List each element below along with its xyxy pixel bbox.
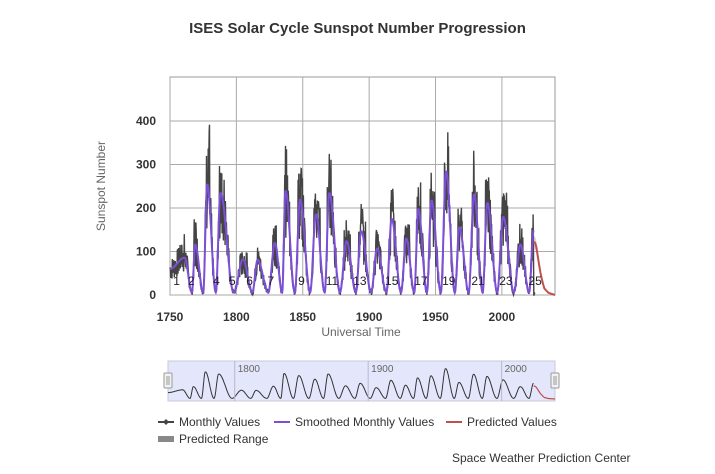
credit-text: Space Weather Prediction Center — [452, 451, 631, 465]
cycle-number-label: 7 — [268, 274, 275, 288]
handle-body — [550, 372, 560, 389]
cycle-number-label: 2 — [188, 274, 195, 288]
cycle-number-label: 17 — [414, 274, 428, 288]
x-tick-label: 2000 — [489, 310, 516, 324]
chart-title: ISES Solar Cycle Sunspot Number Progress… — [189, 20, 526, 37]
x-tick-label: 1950 — [422, 310, 449, 324]
cycle-number-label: 19 — [442, 274, 456, 288]
predicted-range-band — [533, 235, 555, 295]
cycle-number-label: 1 — [173, 274, 180, 288]
navigator-tick-label: 2000 — [505, 364, 528, 375]
navigator-predicted-line — [533, 385, 556, 400]
navigator-tick-label: 1900 — [371, 364, 394, 375]
cycle-number-label: 15 — [385, 274, 399, 288]
cycle-number-label: 5 — [229, 274, 236, 288]
cycle-labels: 1 2 4 5 6 7 9 11 13 15 17 19 21 23 25 — [173, 274, 542, 288]
x-tick-label: 1800 — [223, 310, 250, 324]
legend-smoothed[interactable]: Smoothed Monthly Values — [274, 415, 434, 429]
legend-predicted[interactable]: Predicted Values — [446, 415, 557, 429]
cycle-number-label: 21 — [471, 274, 485, 288]
y-tick-label: 200 — [136, 201, 156, 215]
y-tick-label: 100 — [136, 245, 156, 259]
cycle-number-label: 9 — [298, 274, 305, 288]
smoothed-values-line — [169, 170, 535, 295]
y-tick-label: 0 — [149, 288, 156, 302]
cycle-number-label: 4 — [213, 274, 220, 288]
navigator-tick-label: 1800 — [238, 364, 261, 375]
legend-monthly-swatch — [158, 415, 174, 429]
legend-range-swatch — [158, 432, 174, 446]
x-axis-label: Universal Time — [321, 325, 401, 339]
axis-ticks: 1750 1800 1850 1900 1950 2000 0 100 200 300 400 — [136, 114, 516, 324]
navigator-background — [167, 360, 556, 402]
cycle-number-label: 25 — [528, 274, 542, 288]
navigator-right-handle[interactable] — [550, 372, 560, 389]
range-navigator[interactable]: 1800 1900 2000 — [163, 360, 560, 402]
cycle-number-label: 13 — [353, 274, 367, 288]
plot-frame — [169, 76, 556, 296]
legend-range[interactable]: Predicted Range — [158, 432, 268, 446]
plot-grid — [169, 76, 556, 296]
cycle-number-label: 6 — [246, 274, 253, 288]
x-tick-label: 1750 — [157, 310, 184, 324]
legend-smoothed-label: Smoothed Monthly Values — [295, 415, 435, 429]
legend-monthly-label: Monthly Values — [179, 415, 261, 429]
cycle-number-label: 23 — [499, 274, 513, 288]
cycle-number-label: 11 — [326, 274, 339, 288]
predicted-values-line — [533, 241, 556, 296]
navigator-line — [168, 368, 534, 399]
y-axis-label: Sunspot Number — [94, 141, 108, 231]
navigator-left-handle[interactable] — [163, 372, 173, 389]
handle-body — [163, 372, 173, 389]
legend-range-label: Predicted Range — [179, 432, 269, 446]
predicted-series — [533, 235, 556, 296]
x-tick-label: 1900 — [356, 310, 383, 324]
legend-predicted-label: Predicted Values — [467, 415, 557, 429]
smoothed-series — [169, 170, 535, 295]
y-tick-label: 400 — [136, 114, 156, 128]
y-tick-label: 300 — [136, 158, 156, 172]
legend-smoothed-swatch — [274, 415, 290, 429]
legend-monthly[interactable]: Monthly Values — [158, 415, 260, 429]
x-tick-label: 1850 — [289, 310, 316, 324]
legend-predicted-swatch — [446, 415, 462, 429]
